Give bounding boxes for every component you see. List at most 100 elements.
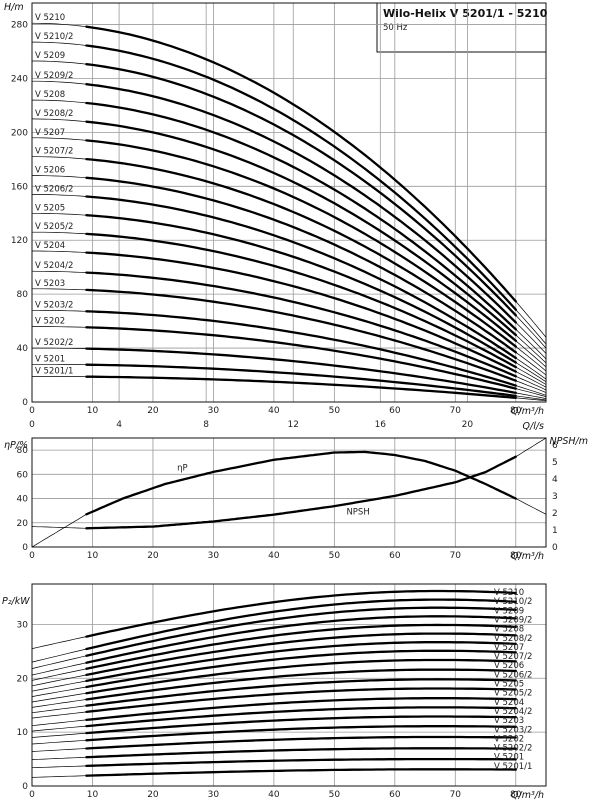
pow-xtick-label: 40 [268, 790, 280, 800]
head-ytick-label: 0 [22, 398, 28, 408]
eff-y2tick-label: 1 [552, 526, 558, 536]
head-x2axis-label: Q/l/s [523, 421, 545, 432]
head-curve-V-5208-2 [85, 120, 517, 337]
npsh-series-label: NPSH [346, 507, 369, 517]
head-xtick-label: 70 [450, 406, 462, 416]
head-series-label: V 5209 [35, 51, 65, 61]
pow-series-label: V 5208 [494, 625, 524, 635]
head-ytick-label: 80 [17, 290, 29, 300]
head-xtick-label: 20 [147, 406, 159, 416]
head-series-label: V 5202 [35, 317, 65, 327]
eff-yaxis-label: ηP/% [4, 440, 28, 451]
eff-ytick-label: 80 [17, 446, 29, 456]
head-x2tick-label: 8 [203, 420, 209, 430]
head-frame [31, 2, 547, 403]
eff-ytick-label: 0 [22, 543, 28, 553]
pow-curve-V-5206-2 [85, 668, 517, 701]
head-series-label: V 5204/2 [35, 261, 73, 271]
pow-curve-V-5202-2 [85, 747, 517, 759]
pow-series-label: V 5201/1 [494, 762, 532, 772]
head-series-label: V 5209/2 [35, 71, 73, 81]
pow-series-label: V 5206 [494, 661, 524, 671]
head-series-label: V 5208/2 [35, 109, 73, 119]
head-series-label: V 5206/2 [35, 184, 73, 194]
pow-curve-V-5207 [85, 641, 517, 683]
head-curve-V-5201 [85, 363, 517, 398]
head-ytick-label: 280 [11, 21, 28, 31]
pow-curve-V-5203-2 [85, 725, 517, 742]
pow-curve-V-5206 [85, 658, 517, 695]
title-block: Wilo-Helix V 5201/1 - 5210 50 Hz [376, 2, 548, 53]
head-curve-V-5207 [85, 139, 517, 342]
head-curve-V-5206 [85, 176, 517, 354]
eff-y2tick-label: 4 [552, 475, 558, 485]
eff-xtick-label: 10 [87, 551, 99, 561]
head-series-label: V 5206 [35, 166, 65, 176]
head-xtick-label: 50 [329, 406, 341, 416]
pow-curve-V-5205-2 [85, 687, 517, 714]
pow-xtick-label: 70 [450, 790, 462, 800]
eff-xtick-label: 30 [208, 551, 220, 561]
eff-ytick-label: 40 [17, 495, 29, 505]
head-curve-V-5202-2 [85, 347, 517, 395]
eff-xaxis-label: Q/m³/h [511, 551, 544, 562]
pow-curve-V-5207-2 [85, 649, 517, 689]
head-ytick-label: 120 [11, 236, 28, 246]
head-x2tick-label: 12 [288, 420, 299, 430]
eff-y2tick-label: 6 [552, 441, 558, 451]
eff-y2tick-label: 2 [552, 509, 558, 519]
pow-curve-V-5204 [85, 697, 517, 722]
pow-xtick-label: 50 [329, 790, 341, 800]
head-x2tick-label: 4 [116, 420, 122, 430]
head-series-label: V 5208 [35, 90, 65, 100]
pow-xaxis-label: Q/m³/h [511, 790, 544, 800]
pow-series-label: V 5201 [494, 753, 524, 763]
pow-xtick-label: 80 [510, 790, 522, 800]
head-x2tick-label: 20 [462, 420, 474, 430]
pow-curve-V-5202 [85, 735, 517, 750]
head-x2tick-label: 0 [29, 420, 35, 430]
head-series-label: V 5201/1 [35, 366, 73, 376]
pow-series-label: V 5205 [494, 680, 524, 690]
pow-curve-V-5209-2 [85, 615, 517, 664]
head-series-label: V 5210/2 [35, 32, 73, 42]
pow-curve-V-5204-2 [85, 706, 517, 728]
head-xaxis-label: Q/m³/h [511, 406, 544, 417]
npsh-curve-thin [31, 437, 547, 529]
head-yaxis-label: H/m [4, 2, 24, 13]
head-curve-thin-V-5209 [31, 60, 547, 349]
pow-ytick-label: 20 [17, 674, 29, 684]
chart-title: Wilo-Helix V 5201/1 - 5210 [383, 7, 548, 20]
head-series-label: V 5210 [35, 13, 65, 23]
pow-series-label: V 5202/2 [494, 744, 532, 754]
pow-series-label: V 5210 [494, 588, 524, 598]
head-curve-V-5203 [85, 288, 517, 382]
pow-curve-V-5201 [85, 757, 517, 768]
pow-series-label: V 5204/2 [494, 707, 532, 717]
pow-series-label: V 5207/2 [494, 652, 532, 662]
head-curve-V-5204 [85, 251, 517, 373]
efficiency-npsh-chart: 0 10 20 30 40 50 60 70 80020406080Q/m³/h0123456η… [4, 436, 588, 562]
eta-curve-thin [31, 451, 547, 548]
eff-y2tick-label: 5 [552, 458, 558, 468]
pow-curve-V-5209 [85, 606, 517, 657]
head-x2tick-label: 16 [375, 420, 387, 430]
head-series-label: V 5204 [35, 241, 65, 251]
eff-xtick-label: 40 [268, 551, 280, 561]
pow-series-label: V 5210/2 [494, 597, 532, 607]
eff-y2tick-label: 0 [552, 543, 558, 553]
eff-y2tick-label: 3 [552, 492, 558, 502]
head-series-label: V 5205 [35, 203, 65, 213]
head-series-label: V 5201 [35, 354, 65, 364]
pow-series-label: V 5206/2 [494, 670, 532, 680]
head-curve-V-5206-2 [85, 195, 517, 360]
eff-xtick-label: 70 [450, 551, 462, 561]
chart-subtitle: 50 Hz [383, 23, 408, 33]
head-xtick-label: 30 [208, 406, 220, 416]
pow-xtick-label: 30 [208, 790, 220, 800]
pow-ytick-label: 30 [17, 620, 29, 630]
pow-series-label: V 5202 [494, 734, 524, 744]
head-xtick-label: 10 [87, 406, 99, 416]
head-curve-V-5210-2 [85, 44, 517, 311]
